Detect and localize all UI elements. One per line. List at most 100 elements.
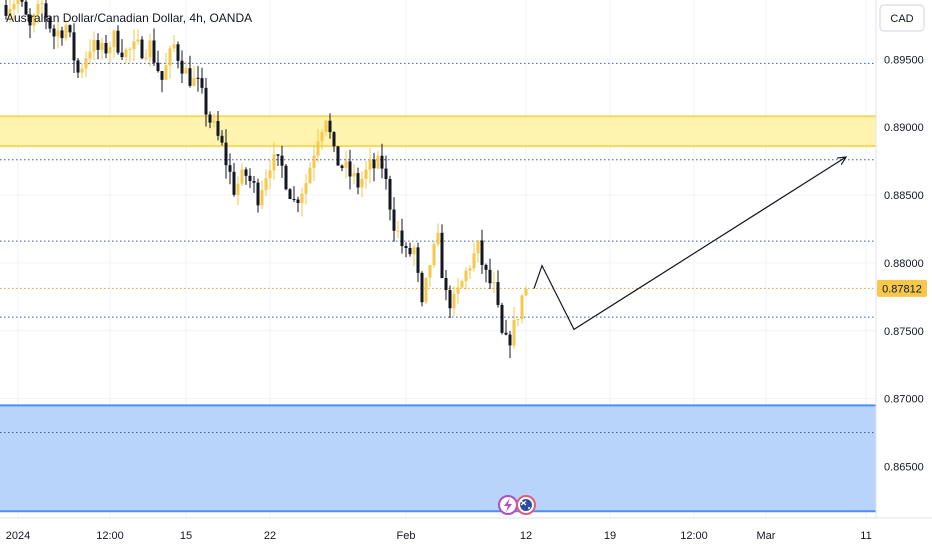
candle [96, 33, 100, 60]
candle [100, 37, 104, 60]
candle [216, 111, 220, 141]
candle [316, 128, 320, 163]
candle [436, 223, 440, 247]
candle [36, 0, 40, 24]
x-tick-label: 12:00 [680, 530, 708, 542]
candle [384, 155, 388, 190]
candle [272, 141, 276, 180]
candle [68, 24, 72, 38]
y-tick-label: 0.88000 [884, 258, 924, 270]
candle [464, 267, 468, 290]
x-tick-label: 12 [520, 530, 532, 542]
candle [324, 119, 328, 136]
candle [228, 153, 232, 185]
candle [524, 286, 528, 297]
candle [160, 71, 164, 93]
candle [52, 24, 56, 50]
candle [320, 129, 324, 150]
y-tick-label: 0.88500 [884, 190, 924, 202]
x-tick-label: Mar [757, 530, 776, 542]
candle [172, 35, 176, 52]
candle [148, 33, 152, 67]
candle [116, 25, 120, 55]
candle [28, 8, 32, 38]
candle [360, 171, 364, 198]
lightning-icon[interactable] [498, 495, 518, 515]
candle [520, 293, 524, 324]
candle [40, 0, 44, 17]
candle [48, 15, 52, 33]
candle [352, 164, 356, 185]
candle [492, 271, 496, 294]
candle [112, 29, 116, 59]
candle [88, 39, 92, 65]
candle [380, 143, 384, 179]
x-tick-label: 2024 [6, 530, 30, 542]
candle [412, 244, 416, 267]
support-zone[interactable] [0, 405, 876, 512]
candle [356, 167, 360, 195]
candle [200, 67, 204, 94]
x-tick-label: 11 [860, 530, 871, 542]
y-tick-label: 0.89500 [884, 54, 924, 66]
candle [84, 51, 88, 77]
event-icons[interactable] [498, 495, 536, 515]
y-tick-label: 0.89000 [884, 122, 924, 134]
candle [204, 78, 208, 127]
candlestick-series [4, 0, 528, 359]
candle [296, 196, 300, 213]
candle [432, 241, 436, 269]
projection-drawing[interactable] [533, 156, 848, 331]
resistance-zone[interactable] [0, 116, 876, 147]
x-tick-label: 19 [604, 530, 616, 542]
candle [328, 113, 332, 139]
candle [256, 178, 260, 213]
candle [224, 129, 228, 179]
candle [208, 111, 212, 129]
x-tick-label: 12:00 [96, 530, 124, 542]
candle [56, 20, 60, 49]
candle [4, 0, 8, 20]
candle [364, 161, 368, 189]
price-scale[interactable]: 0.89500 0.89000 0.88500 0.88000 0.87500 0.870… [884, 54, 924, 473]
projection-arrowhead [836, 156, 848, 165]
projection-path[interactable] [533, 156, 847, 331]
candle [8, 0, 12, 24]
candle [240, 162, 244, 187]
candle [516, 318, 520, 327]
chart-title: Australian Dollar/Canadian Dollar, 4h, O… [6, 11, 252, 25]
candle [244, 167, 248, 185]
candle [192, 65, 196, 87]
candle [248, 168, 252, 188]
candle [440, 224, 444, 279]
x-tick-label: 22 [264, 530, 276, 542]
candle [376, 150, 380, 170]
candle [276, 153, 280, 166]
currency-button[interactable]: CAD [879, 4, 925, 32]
candle [472, 242, 476, 272]
candle [60, 26, 64, 46]
candle [304, 173, 308, 205]
flag-australia-icon[interactable] [516, 495, 536, 515]
candle [480, 229, 484, 274]
candle [80, 63, 84, 79]
candle [512, 307, 516, 350]
candle [16, 0, 20, 13]
candle [452, 286, 456, 317]
candle [456, 277, 460, 304]
y-tick-label: 0.87500 [884, 326, 924, 338]
candle [152, 28, 156, 66]
candle [120, 39, 124, 61]
candle [332, 131, 336, 152]
y-tick-label: 0.87000 [884, 394, 924, 406]
candle [312, 144, 316, 182]
candle [20, 0, 24, 7]
currency-label: CAD [890, 13, 913, 25]
x-tick-label: 15 [180, 530, 192, 542]
candle [252, 176, 256, 193]
candle [372, 152, 376, 182]
time-scale[interactable]: 2024 12:00 15 22 Feb 12 19 12:00 Mar 11 [6, 530, 872, 542]
candle [400, 218, 404, 254]
x-tick-label: Feb [397, 530, 416, 542]
